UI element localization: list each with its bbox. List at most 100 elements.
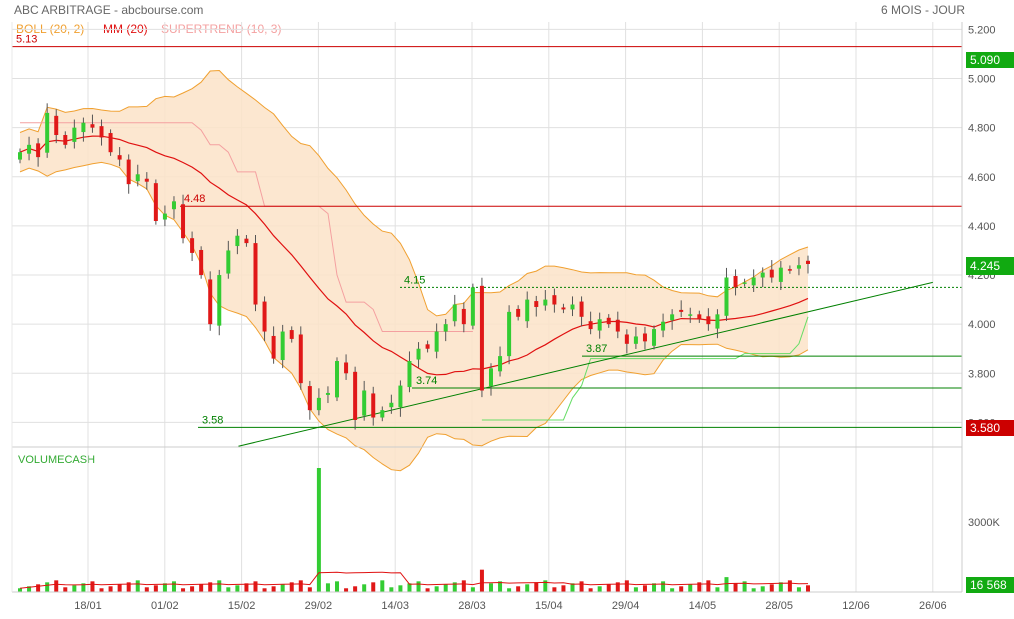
candle-body	[733, 276, 738, 288]
volume-bar	[298, 580, 303, 592]
candle	[153, 179, 158, 225]
candle-body	[615, 319, 620, 332]
candle-body	[661, 321, 666, 331]
volume-bar	[579, 581, 584, 592]
volume-bar	[325, 583, 330, 592]
candle-body	[461, 308, 466, 325]
volume-bar	[760, 586, 765, 592]
volume-average-line	[19, 571, 809, 589]
candle-body	[525, 299, 530, 322]
candle	[271, 326, 276, 364]
candle	[217, 269, 222, 336]
volume-bar	[217, 580, 222, 592]
candle-body	[144, 178, 149, 182]
candle-body	[271, 335, 276, 359]
candle-body	[597, 319, 602, 331]
candle	[633, 326, 638, 349]
badge-top-text: 5.090	[970, 53, 1000, 67]
x-tick-label: 15/04	[535, 600, 563, 612]
y-tick-label: 4.000	[968, 319, 996, 331]
mm20-line	[19, 135, 809, 376]
volume-bar	[633, 587, 638, 592]
volume-bar	[99, 588, 104, 592]
volume-bar	[162, 583, 167, 592]
volume-bar	[280, 584, 285, 592]
candle	[181, 194, 186, 244]
volume-bar	[262, 588, 267, 592]
volume-bar	[642, 585, 647, 592]
candle-body	[208, 279, 213, 325]
candle-body	[126, 159, 131, 185]
candle-body	[416, 348, 421, 360]
level-label: 3.87	[586, 343, 607, 355]
bollinger-lower	[19, 161, 809, 472]
volume-bar	[63, 587, 68, 592]
candle	[407, 351, 412, 393]
candle-body	[316, 397, 321, 411]
candle-body	[307, 386, 312, 411]
candle-body	[498, 356, 503, 372]
y-tick-label: 5.200	[968, 24, 996, 36]
candle-body	[253, 243, 258, 305]
candle-body	[280, 331, 285, 361]
candle-body	[36, 143, 41, 158]
y-tick-label: 5.000	[968, 74, 996, 86]
candle-body	[407, 361, 412, 388]
candle	[769, 260, 774, 283]
volume-bar	[615, 582, 620, 592]
x-tick-label: 14/03	[381, 600, 409, 612]
volume-bar	[715, 587, 720, 592]
candle	[525, 291, 530, 328]
candle-body	[724, 277, 729, 316]
volume-bar	[117, 584, 122, 592]
bollinger-upper	[19, 69, 809, 317]
candle-body	[362, 390, 367, 416]
volume-bar	[18, 588, 22, 592]
candle	[126, 154, 131, 194]
candle	[81, 117, 86, 142]
volume-bar	[72, 585, 77, 592]
candle-body	[63, 135, 68, 145]
chart-title: ABC ARBITRAGE - abcbourse.com	[14, 3, 203, 17]
candle-body	[706, 316, 711, 325]
candle-body	[769, 269, 774, 278]
volume-bar	[769, 584, 774, 592]
candle	[425, 340, 430, 353]
candle-body	[787, 269, 792, 271]
candle-body	[99, 126, 104, 138]
volume-bar	[661, 581, 666, 592]
candle-body	[325, 392, 330, 395]
volume-bar	[362, 584, 367, 592]
candle	[72, 119, 77, 149]
candle-body	[796, 265, 801, 269]
volume-bar	[706, 580, 711, 592]
horizontal-levels: 5.13 4.48 4.15 3.87 3.74 3.58	[12, 34, 962, 428]
candle-body	[516, 308, 521, 317]
candle-body	[697, 314, 702, 320]
candle-body	[389, 402, 394, 408]
volume-bar	[624, 580, 629, 592]
volume-bar	[652, 583, 657, 592]
volume-bar	[353, 586, 358, 592]
candle	[389, 394, 394, 414]
candle-body	[606, 317, 611, 325]
candle	[262, 296, 267, 342]
candlesticks	[18, 103, 810, 430]
candle-body	[633, 336, 638, 344]
candle-body	[262, 301, 267, 332]
candle	[36, 138, 41, 167]
candle	[733, 269, 738, 296]
candle-body	[488, 368, 493, 387]
candle	[796, 257, 801, 276]
candle-body	[434, 331, 439, 352]
candle	[778, 261, 783, 291]
candle	[54, 109, 59, 144]
volume-bar	[36, 584, 41, 592]
candle-body	[353, 371, 358, 420]
volume-bar	[778, 582, 783, 592]
level-label: 5.13	[16, 34, 37, 46]
candle-body	[27, 144, 32, 154]
candle	[615, 311, 620, 339]
candle	[235, 229, 240, 255]
